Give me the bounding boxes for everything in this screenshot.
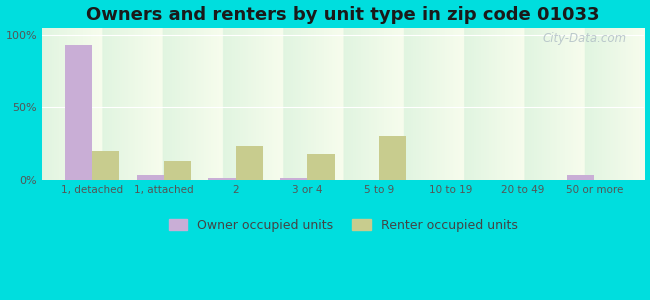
Bar	[209, 178, 236, 180]
Bar	[236, 146, 263, 180]
Legend: Owner occupied units, Renter occupied units: Owner occupied units, Renter occupied un…	[164, 214, 523, 237]
Bar	[307, 154, 335, 180]
Bar	[379, 136, 406, 180]
Title: Owners and renters by unit type in zip code 01033: Owners and renters by unit type in zip c…	[86, 6, 600, 24]
Bar	[164, 161, 191, 180]
Bar	[136, 175, 164, 180]
Bar	[567, 175, 594, 180]
Bar	[65, 45, 92, 180]
Bar	[92, 151, 120, 180]
Bar	[280, 178, 307, 180]
Text: City-Data.com: City-Data.com	[542, 32, 627, 45]
